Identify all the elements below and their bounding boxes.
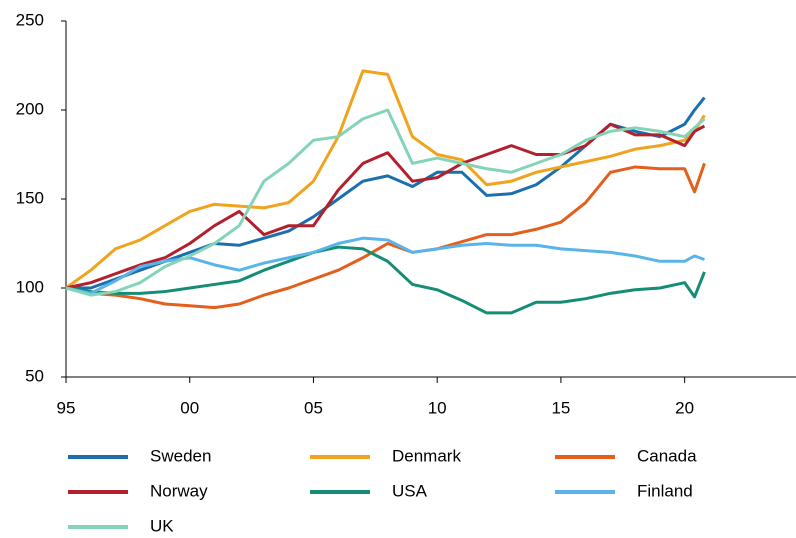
y-tick-label: 250 [16,10,44,29]
x-tick-label: 05 [304,398,323,417]
legend-label: Denmark [392,446,461,465]
legend-label: Sweden [150,446,211,465]
legend-label: Canada [637,446,697,465]
series-line [65,236,705,295]
legend-label: Finland [637,481,693,500]
series-line [65,69,706,290]
series-line [66,96,706,290]
legend-label: Norway [150,481,208,500]
x-tick-label: 15 [551,398,570,417]
y-tick-label: 50 [25,366,44,385]
x-tick-label: 95 [57,398,76,417]
series-line [65,245,706,315]
legend-label: USA [392,481,428,500]
series-line [65,162,706,310]
x-tick-label: 20 [675,398,694,417]
y-tick-label: 150 [16,188,44,207]
x-tick-label: 00 [180,398,199,417]
series-line [65,108,706,297]
x-tick-label: 10 [428,398,447,417]
legend-label: UK [150,516,174,535]
y-tick-label: 200 [16,99,44,118]
y-tick-label: 100 [16,277,44,296]
